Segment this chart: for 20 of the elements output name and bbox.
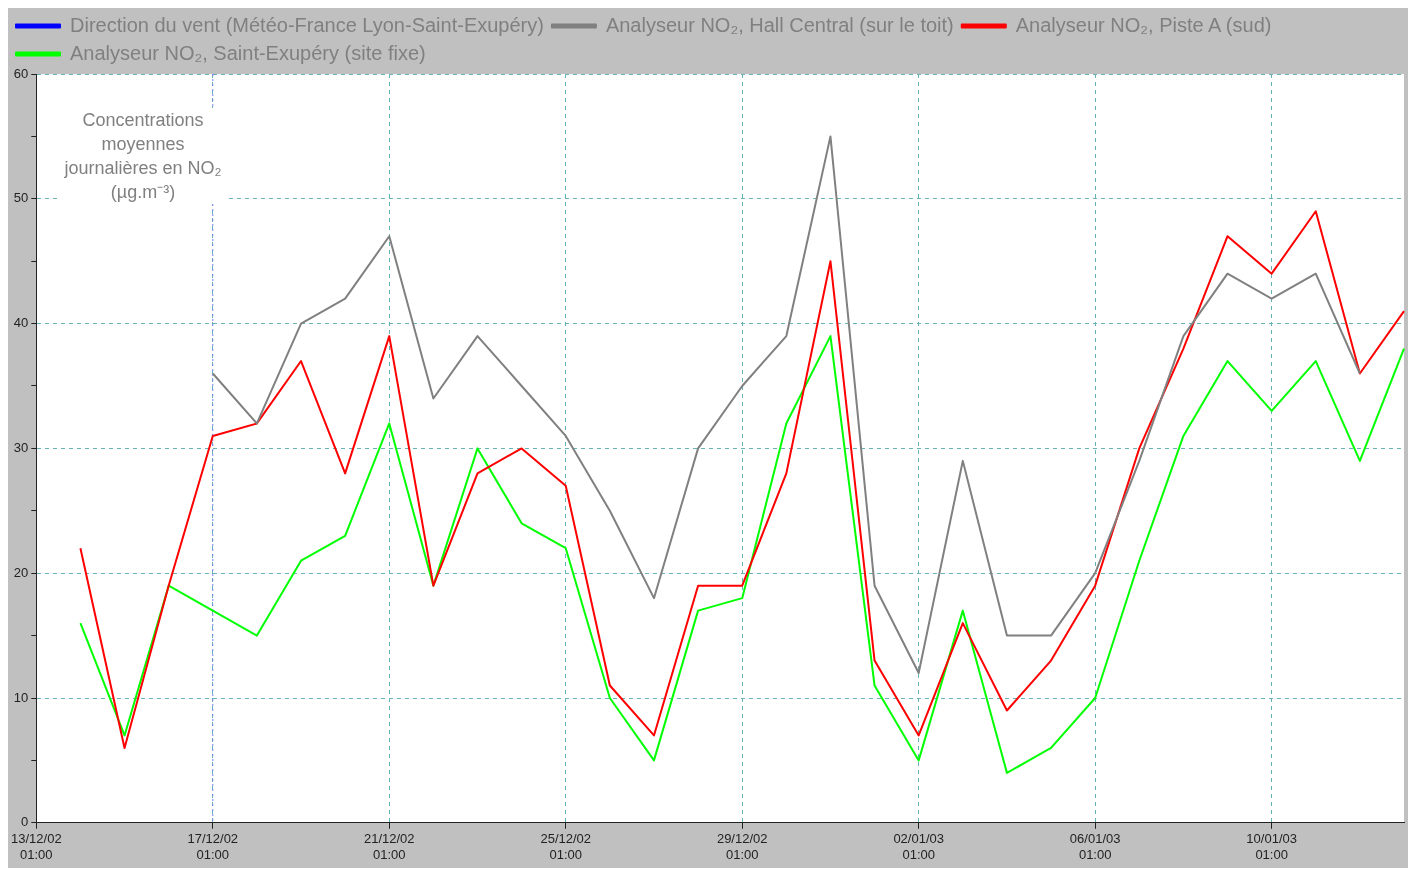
x-tick-label: 17/12/02 01:00	[187, 831, 239, 862]
legend-label: Analyseur NO₂, Saint-Exupéry (site fixe)	[70, 41, 426, 64]
y-tick-label: 10	[13, 689, 29, 705]
x-tick-label: 06/01/03 01:00	[1069, 831, 1121, 862]
legend-label: Analyseur NO₂, Hall Central (sur le toit)	[605, 13, 954, 36]
x-tick-label: 21/12/02 01:00	[363, 831, 415, 862]
y-axis-title: Concentrations moyennes journalières en NO₂ (µg.m⁻³)	[58, 108, 228, 204]
x-tick-label: 13/12/02 01:00	[11, 831, 62, 862]
x-tick-label: 02/01/03 01:00	[893, 831, 944, 862]
y-tick-label: 50	[13, 190, 29, 206]
legend-label: Analyseur NO₂, Piste A (sud)	[1015, 13, 1272, 36]
y-tick-label: 30	[13, 439, 29, 455]
x-tick-label: 10/01/03 01:00	[1246, 831, 1297, 862]
y-tick-label: 40	[13, 315, 29, 331]
x-tick-label: 29/12/02 01:00	[716, 831, 768, 862]
y-tick-label: 60	[13, 65, 29, 81]
legend-label: Direction du vent (Météo-France Lyon-Saint-Exupéry)	[70, 13, 544, 36]
x-tick-label: 25/12/02 01:00	[540, 831, 592, 862]
y-tick-label: 20	[13, 564, 29, 580]
y-tick-label: 0	[21, 814, 29, 830]
